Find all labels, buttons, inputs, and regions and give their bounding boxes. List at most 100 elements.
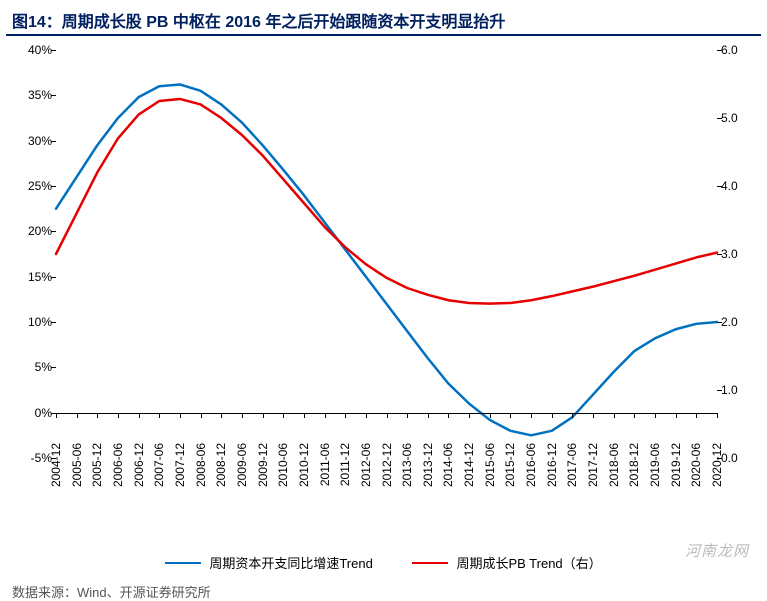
legend-item: 周期成长PB Trend（右） <box>412 553 601 572</box>
y-right-tick-mark <box>717 118 722 119</box>
x-tick-mark <box>428 413 429 418</box>
x-tick-mark <box>655 413 656 418</box>
plot-area: -5%0%5%10%15%20%25%30%35%40%0.01.02.03.0… <box>56 50 717 458</box>
x-tick-mark <box>201 413 202 418</box>
x-tick-label: 2009-12 <box>256 443 270 487</box>
y-left-tick-label: 5% <box>12 360 52 374</box>
x-tick-label: 2015-12 <box>503 443 517 487</box>
y-left-tick-label: 20% <box>12 224 52 238</box>
x-tick-label: 2020-12 <box>710 443 724 487</box>
x-tick-label: 2006-06 <box>111 443 125 487</box>
x-tick-mark <box>180 413 181 418</box>
x-axis-labels: 2004-122005-062005-122006-062006-122007-… <box>56 419 717 499</box>
x-tick-mark <box>159 413 160 418</box>
y-right-tick-label: 1.0 <box>721 383 755 397</box>
x-tick-mark <box>77 413 78 418</box>
y-right-tick-label: 5.0 <box>721 111 755 125</box>
x-tick-label: 2006-12 <box>132 443 146 487</box>
y-left-tick-mark <box>51 367 56 368</box>
y-left-tick-mark <box>51 186 56 187</box>
y-left-tick-label: 40% <box>12 43 52 57</box>
watermark: 河南龙网 <box>685 540 749 561</box>
series-line <box>56 99 717 304</box>
x-tick-label: 2011-06 <box>318 443 332 486</box>
x-tick-mark <box>407 413 408 418</box>
y-right-tick-label: 4.0 <box>721 179 755 193</box>
y-left-tick-mark <box>51 231 56 232</box>
x-tick-label: 2016-12 <box>545 443 559 487</box>
x-tick-label: 2020-06 <box>689 443 703 487</box>
x-tick-mark <box>572 413 573 418</box>
x-tick-mark <box>263 413 264 418</box>
legend: 周期资本开支同比增速Trend 周期成长PB Trend（右） <box>0 552 767 572</box>
x-tick-mark <box>387 413 388 418</box>
x-tick-label: 2012-06 <box>359 443 373 487</box>
x-tick-label: 2005-12 <box>90 443 104 487</box>
y-left-tick-mark <box>51 322 56 323</box>
x-tick-mark <box>345 413 346 418</box>
x-tick-label: 2013-12 <box>421 443 435 487</box>
x-tick-label: 2007-06 <box>152 443 166 487</box>
x-tick-mark <box>97 413 98 418</box>
x-tick-mark <box>510 413 511 418</box>
legend-label: 周期成长PB Trend（右） <box>456 553 601 572</box>
x-tick-label: 2014-06 <box>441 443 455 487</box>
x-tick-label: 2010-06 <box>276 443 290 487</box>
x-tick-mark <box>221 413 222 418</box>
data-source: 数据来源：Wind、开源证券研究所 <box>0 572 767 601</box>
y-left-tick-label: -5% <box>12 451 52 465</box>
x-tick-mark <box>242 413 243 418</box>
x-tick-mark <box>676 413 677 418</box>
x-tick-mark <box>366 413 367 418</box>
x-tick-label: 2010-12 <box>297 443 311 487</box>
x-tick-mark <box>614 413 615 418</box>
x-tick-label: 2009-06 <box>235 443 249 487</box>
y-left-tick-mark <box>51 50 56 51</box>
x-tick-mark <box>531 413 532 418</box>
x-tick-label: 2007-12 <box>173 443 187 487</box>
y-right-tick-mark <box>717 322 722 323</box>
x-tick-label: 2019-12 <box>669 443 683 487</box>
y-right-tick-label: 6.0 <box>721 43 755 57</box>
y-right-tick-label: 2.0 <box>721 315 755 329</box>
x-tick-label: 2019-06 <box>648 443 662 487</box>
x-tick-label: 2008-06 <box>194 443 208 487</box>
x-tick-label: 2017-06 <box>565 443 579 487</box>
x-tick-mark <box>118 413 119 418</box>
y-left-tick-label: 35% <box>12 88 52 102</box>
y-left-tick-mark <box>51 141 56 142</box>
x-tick-label: 2005-06 <box>70 443 84 487</box>
x-tick-mark <box>490 413 491 418</box>
chart-title: 图14：周期成长股 PB 中枢在 2016 年之后开始跟随资本开支明显抬升 <box>0 0 767 34</box>
y-right-tick-label: 3.0 <box>721 247 755 261</box>
x-tick-mark <box>304 413 305 418</box>
title-underline <box>6 34 761 36</box>
y-left-tick-mark <box>51 95 56 96</box>
y-left-tick-label: 10% <box>12 315 52 329</box>
y-right-tick-mark <box>717 186 722 187</box>
x-tick-label: 2008-12 <box>214 443 228 487</box>
y-right-tick-label: 0.0 <box>721 451 755 465</box>
x-tick-mark <box>283 413 284 418</box>
x-tick-mark <box>448 413 449 418</box>
x-tick-mark <box>552 413 553 418</box>
x-tick-mark <box>593 413 594 418</box>
x-tick-label: 2018-06 <box>607 443 621 487</box>
x-tick-label: 2016-06 <box>524 443 538 487</box>
legend-item: 周期资本开支同比增速Trend <box>165 553 372 572</box>
x-tick-label: 2018-12 <box>627 443 641 487</box>
y-right-tick-mark <box>717 390 722 391</box>
y-left-tick-label: 30% <box>12 134 52 148</box>
x-tick-label: 2013-06 <box>400 443 414 487</box>
x-tick-mark <box>56 413 57 418</box>
legend-swatch <box>165 562 201 565</box>
chart-lines <box>56 50 717 458</box>
y-left-tick-label: 25% <box>12 179 52 193</box>
x-tick-label: 2012-12 <box>380 443 394 487</box>
x-tick-label: 2017-12 <box>586 443 600 487</box>
y-right-tick-mark <box>717 254 722 255</box>
x-tick-mark <box>139 413 140 418</box>
series-line <box>56 84 717 435</box>
y-right-tick-mark <box>717 50 722 51</box>
legend-swatch <box>412 562 448 565</box>
